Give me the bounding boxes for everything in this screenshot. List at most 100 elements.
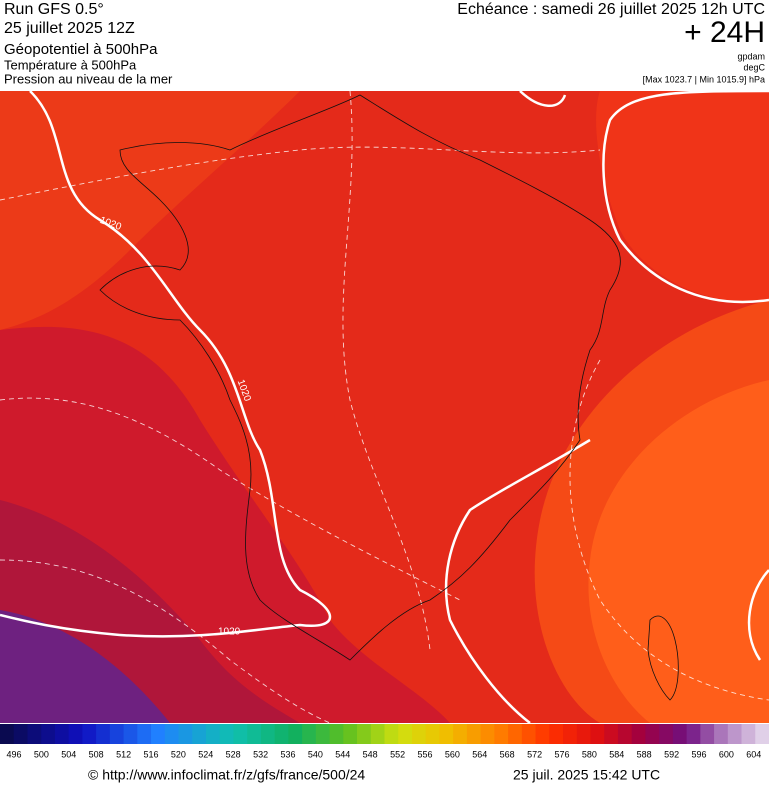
colorbar-swatch xyxy=(549,724,564,744)
colorbar-label: 596 xyxy=(691,749,706,759)
colorbar-swatch xyxy=(41,724,56,744)
colorbar-label: 524 xyxy=(198,749,213,759)
colorbar-label: 580 xyxy=(582,749,597,759)
colorbar-label: 508 xyxy=(89,749,104,759)
colorbar-swatch xyxy=(741,724,756,744)
isotherm xyxy=(342,91,431,651)
colorbar-swatch xyxy=(123,724,138,744)
run-title: Run GFS 0.5° xyxy=(4,1,104,18)
colorbar-swatch xyxy=(563,724,578,744)
field-region xyxy=(0,610,170,723)
isobar xyxy=(602,91,769,304)
isobar xyxy=(519,91,567,107)
isotherm xyxy=(0,397,461,601)
colorbar-swatch xyxy=(384,724,399,744)
colorbar-swatch xyxy=(714,724,729,744)
colorbar-swatch xyxy=(13,724,28,744)
field-label: Pression au niveau de la mer xyxy=(4,71,173,86)
colorbar-swatch xyxy=(357,724,372,744)
unit-label: gpdam xyxy=(737,51,765,61)
colorbar-label: 572 xyxy=(527,749,542,759)
colorbar-swatch xyxy=(755,724,769,744)
isobar-label: 1020 xyxy=(218,627,241,638)
colorbar-label: 552 xyxy=(390,749,405,759)
colorbar-label: 544 xyxy=(335,749,350,759)
colorbar-swatch xyxy=(727,724,743,744)
colorbar-swatch xyxy=(453,724,468,744)
colorbar-swatch xyxy=(219,724,234,744)
colorbar-label: 500 xyxy=(34,749,49,759)
colorbar-label: 536 xyxy=(280,749,295,759)
colorbar-swatch xyxy=(508,724,523,744)
colorbar-label: 528 xyxy=(226,749,241,759)
isobar xyxy=(0,91,332,638)
colorbar-label: 604 xyxy=(746,749,761,759)
colorbar-label: 568 xyxy=(500,749,515,759)
colorbar-swatch xyxy=(233,724,248,744)
colorbar-label: 504 xyxy=(61,749,76,759)
pressure-range: [Max 1023.7 | Min 1015.9] hPa xyxy=(643,74,765,84)
colorbar-swatch xyxy=(425,724,440,744)
isobar xyxy=(444,438,591,723)
colorbar-swatch xyxy=(686,724,701,744)
colorbar-swatch xyxy=(398,724,413,744)
colorbar-swatch xyxy=(302,724,317,744)
colorbar-swatch xyxy=(164,724,180,744)
coastline xyxy=(99,94,621,661)
colorbar-swatch xyxy=(260,724,276,744)
colorbar-swatch xyxy=(109,724,125,744)
colorbar-swatch xyxy=(343,724,358,744)
colorbar-swatch xyxy=(137,724,152,744)
colorbar-swatch xyxy=(68,724,83,744)
colorbar-label: 556 xyxy=(417,749,432,759)
colorbar-label: 548 xyxy=(363,749,378,759)
colorbar-label: 588 xyxy=(637,749,652,759)
colorbar-swatch xyxy=(192,724,207,744)
colorbar-swatch xyxy=(590,724,605,744)
lead-time: + 24H xyxy=(684,16,765,49)
colorbar-swatch xyxy=(151,724,166,744)
field-label: Température à 500hPa xyxy=(4,57,137,72)
colorbar-label: 532 xyxy=(253,749,268,759)
colorbar-label: 564 xyxy=(472,749,487,759)
footer-source: © http://www.infoclimat.fr/z/gfs/france/… xyxy=(88,767,365,783)
colorbar-label: 496 xyxy=(6,749,21,759)
field-region xyxy=(0,91,300,330)
colorbar-label: 512 xyxy=(116,749,131,759)
colorbar-swatch xyxy=(439,724,454,744)
run-date: 25 juillet 2025 12Z xyxy=(4,20,135,37)
colorbar-swatch xyxy=(700,724,715,744)
colorbar-swatch xyxy=(631,724,646,744)
colorbar-swatch xyxy=(411,724,427,744)
field-label: Géopotentiel à 500hPa xyxy=(4,41,158,58)
colorbar-swatch xyxy=(247,724,262,744)
colorbar-swatch xyxy=(0,724,15,744)
field-region xyxy=(588,380,769,723)
colorbar-swatch xyxy=(521,724,537,744)
field-region xyxy=(596,91,769,302)
colorbar-swatch xyxy=(480,724,495,744)
colorbar-swatch xyxy=(659,724,674,744)
colorbar-swatch xyxy=(604,724,619,744)
colorbar-label: 516 xyxy=(143,749,158,759)
footer-date: 25 juil. 2025 15:42 UTC xyxy=(513,767,660,783)
colorbar-swatch xyxy=(178,724,193,744)
map: 1020 1020 1020 xyxy=(0,91,769,723)
colorbar-label: 584 xyxy=(609,749,624,759)
colorbar-swatch xyxy=(617,724,633,744)
isotherm xyxy=(0,559,331,723)
colorbar-swatch xyxy=(645,724,660,744)
colorbar: 496 500 504 508 512 516 520 524 528 532 536 540 544 5… xyxy=(0,724,769,759)
colorbar-swatch xyxy=(82,724,97,744)
colorbar-swatch xyxy=(205,724,221,744)
colorbar-swatch xyxy=(274,724,289,744)
isobar xyxy=(747,569,769,661)
colorbar-swatch xyxy=(27,724,42,744)
colorbar-swatch xyxy=(96,724,111,744)
colorbar-swatch xyxy=(576,724,591,744)
colorbar-swatch xyxy=(54,724,70,744)
colorbar-label: 592 xyxy=(664,749,679,759)
colorbar-label: 600 xyxy=(719,749,734,759)
colorbar-label: 560 xyxy=(445,749,460,759)
